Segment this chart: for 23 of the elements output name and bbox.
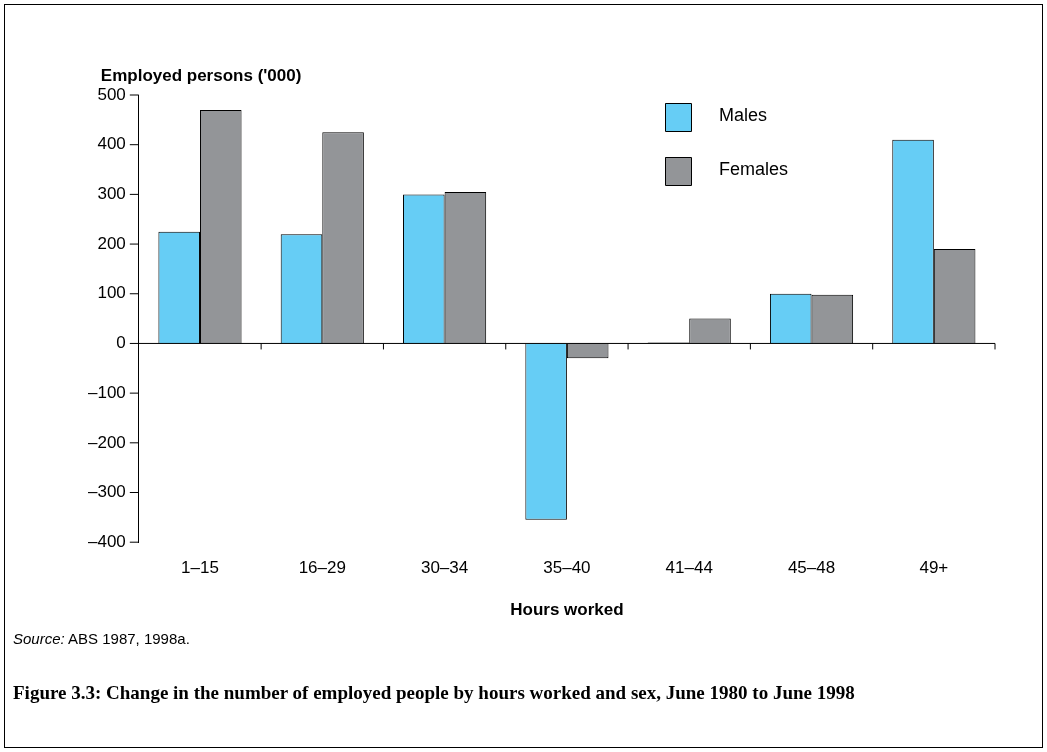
x-tick-label: 35–40 xyxy=(543,558,591,578)
source-note: Source: ABS 1987, 1998a. xyxy=(13,630,190,647)
legend-label: Females xyxy=(719,158,789,179)
x-axis-title: Hours worked xyxy=(510,600,624,620)
y-tick-label: 100 xyxy=(97,283,126,303)
y-tick-label: 300 xyxy=(97,184,126,204)
x-tick-label: 1–15 xyxy=(181,558,219,578)
x-tick-label: 45–48 xyxy=(787,558,836,578)
y-tick-label: –100 xyxy=(87,382,126,402)
y-tick-label: –300 xyxy=(87,482,126,502)
x-tick-label: 41–44 xyxy=(665,558,713,578)
y-tick-label: 500 xyxy=(97,84,126,104)
x-tick-label: 30–34 xyxy=(420,558,469,578)
y-tick-label: –400 xyxy=(87,531,126,551)
text: Figure 3.3: Change in the number of employed people by hours worked and sex, June 1980 to June 1998 xyxy=(13,681,856,705)
y-tick-label: 0 xyxy=(116,333,126,353)
y-axis-title: Employed persons ('000) xyxy=(100,66,302,86)
x-tick-label: 16–29 xyxy=(298,558,346,578)
y-tick-label: 200 xyxy=(97,233,126,253)
legend-label: Males xyxy=(719,104,768,125)
y-tick-label: 400 xyxy=(97,134,126,154)
y-tick-label: –200 xyxy=(87,432,126,452)
x-tick-label: 49+ xyxy=(919,558,949,578)
